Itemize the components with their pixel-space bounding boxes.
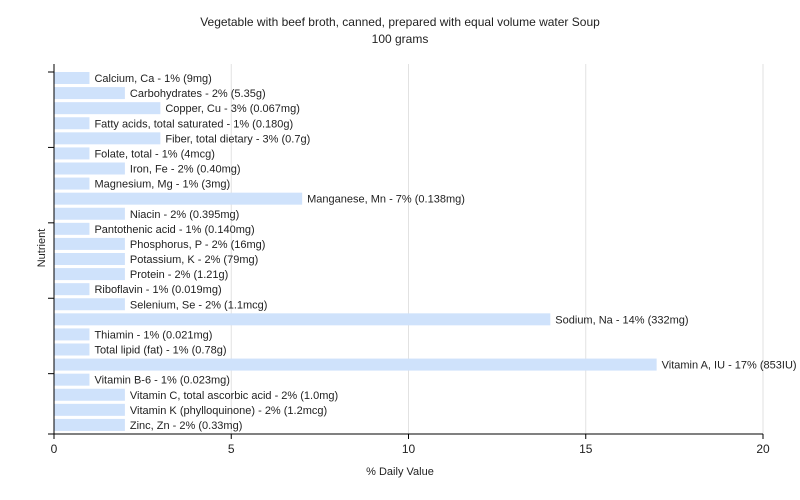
chart-subtitle: 100 grams [371,32,429,46]
bar-label: Fiber, total dietary - 3% (0.7g) [165,133,310,145]
x-tick-label: 20 [756,442,770,456]
bar-label: Pantothenic acid - 1% (0.140mg) [94,224,254,236]
bar-label: Vitamin B-6 - 1% (0.023mg) [94,375,230,387]
bar-label: Sodium, Na - 14% (332mg) [555,314,688,326]
bar-label: Niacin - 2% (0.395mg) [130,209,239,221]
bar [54,388,125,401]
y-axis-label: Nutrient [36,228,48,268]
bar-label: Vitamin K (phylloquinone) - 2% (1.2mcg) [130,405,327,417]
x-tick-label: 5 [228,442,235,456]
bar [54,72,90,84]
bar [54,222,90,235]
bar [54,418,125,431]
bar [54,132,161,145]
x-tick-label: 0 [51,442,58,456]
bar [54,192,303,205]
bar [54,343,90,356]
bar [54,328,90,341]
bar [54,177,90,190]
bar-label: Fatty acids, total saturated - 1% (0.180… [94,118,293,130]
bar-label: Vitamin A, IU - 17% (853IU) [662,360,797,372]
bar-label: Thiamin - 1% (0.021mg) [94,329,212,341]
bar [54,237,125,250]
bar-label: Selenium, Se - 2% (1.1mcg) [130,299,268,311]
bar [54,117,90,130]
bar-label: Carbohydrates - 2% (5.35g) [130,88,266,100]
chart-title: Vegetable with beef broth, canned, prepa… [200,15,600,29]
bar-label: Calcium, Ca - 1% (9mg) [94,73,211,85]
bar-label: Potassium, K - 2% (79mg) [130,254,258,266]
bar-label: Copper, Cu - 3% (0.067mg) [165,103,300,115]
bar-label: Manganese, Mn - 7% (0.138mg) [307,194,465,206]
bar-label: Vitamin C, total ascorbic acid - 2% (1.0… [130,390,338,402]
bar-label: Magnesium, Mg - 1% (3mg) [94,179,230,191]
bar-label: Protein - 2% (1.21g) [130,269,228,281]
bar [54,102,161,115]
bar-label: Riboflavin - 1% (0.019mg) [94,284,221,296]
bar [54,207,125,220]
bar [54,403,125,416]
bar [54,373,90,386]
x-tick-label: 15 [579,442,593,456]
bar [54,162,125,175]
bar [54,87,125,100]
bar-label: Total lipid (fat) - 1% (0.78g) [94,345,226,357]
x-tick-label: 10 [402,442,416,456]
bar [54,253,125,265]
bar-label: Iron, Fe - 2% (0.40mg) [130,164,241,176]
bar-label: Phosphorus, P - 2% (16mg) [130,239,266,251]
bar [54,313,551,326]
x-axis-label: % Daily Value [366,466,434,478]
bar-label: Folate, total - 1% (4mcg) [94,148,214,160]
bar [54,268,125,281]
bar [54,358,657,371]
bar [54,298,125,311]
bar-label: Zinc, Zn - 2% (0.33mg) [130,420,242,432]
bar [54,147,90,160]
bar [54,283,90,296]
